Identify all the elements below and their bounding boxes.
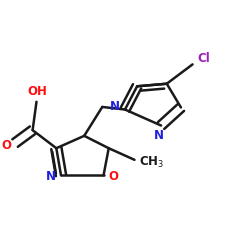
Text: N: N xyxy=(110,100,120,114)
Text: O: O xyxy=(2,138,12,151)
Text: N: N xyxy=(154,129,164,142)
Text: OH: OH xyxy=(28,85,48,98)
Text: Cl: Cl xyxy=(197,52,210,65)
Text: CH$_3$: CH$_3$ xyxy=(140,155,164,170)
Text: O: O xyxy=(108,170,118,183)
Text: N: N xyxy=(46,170,56,183)
